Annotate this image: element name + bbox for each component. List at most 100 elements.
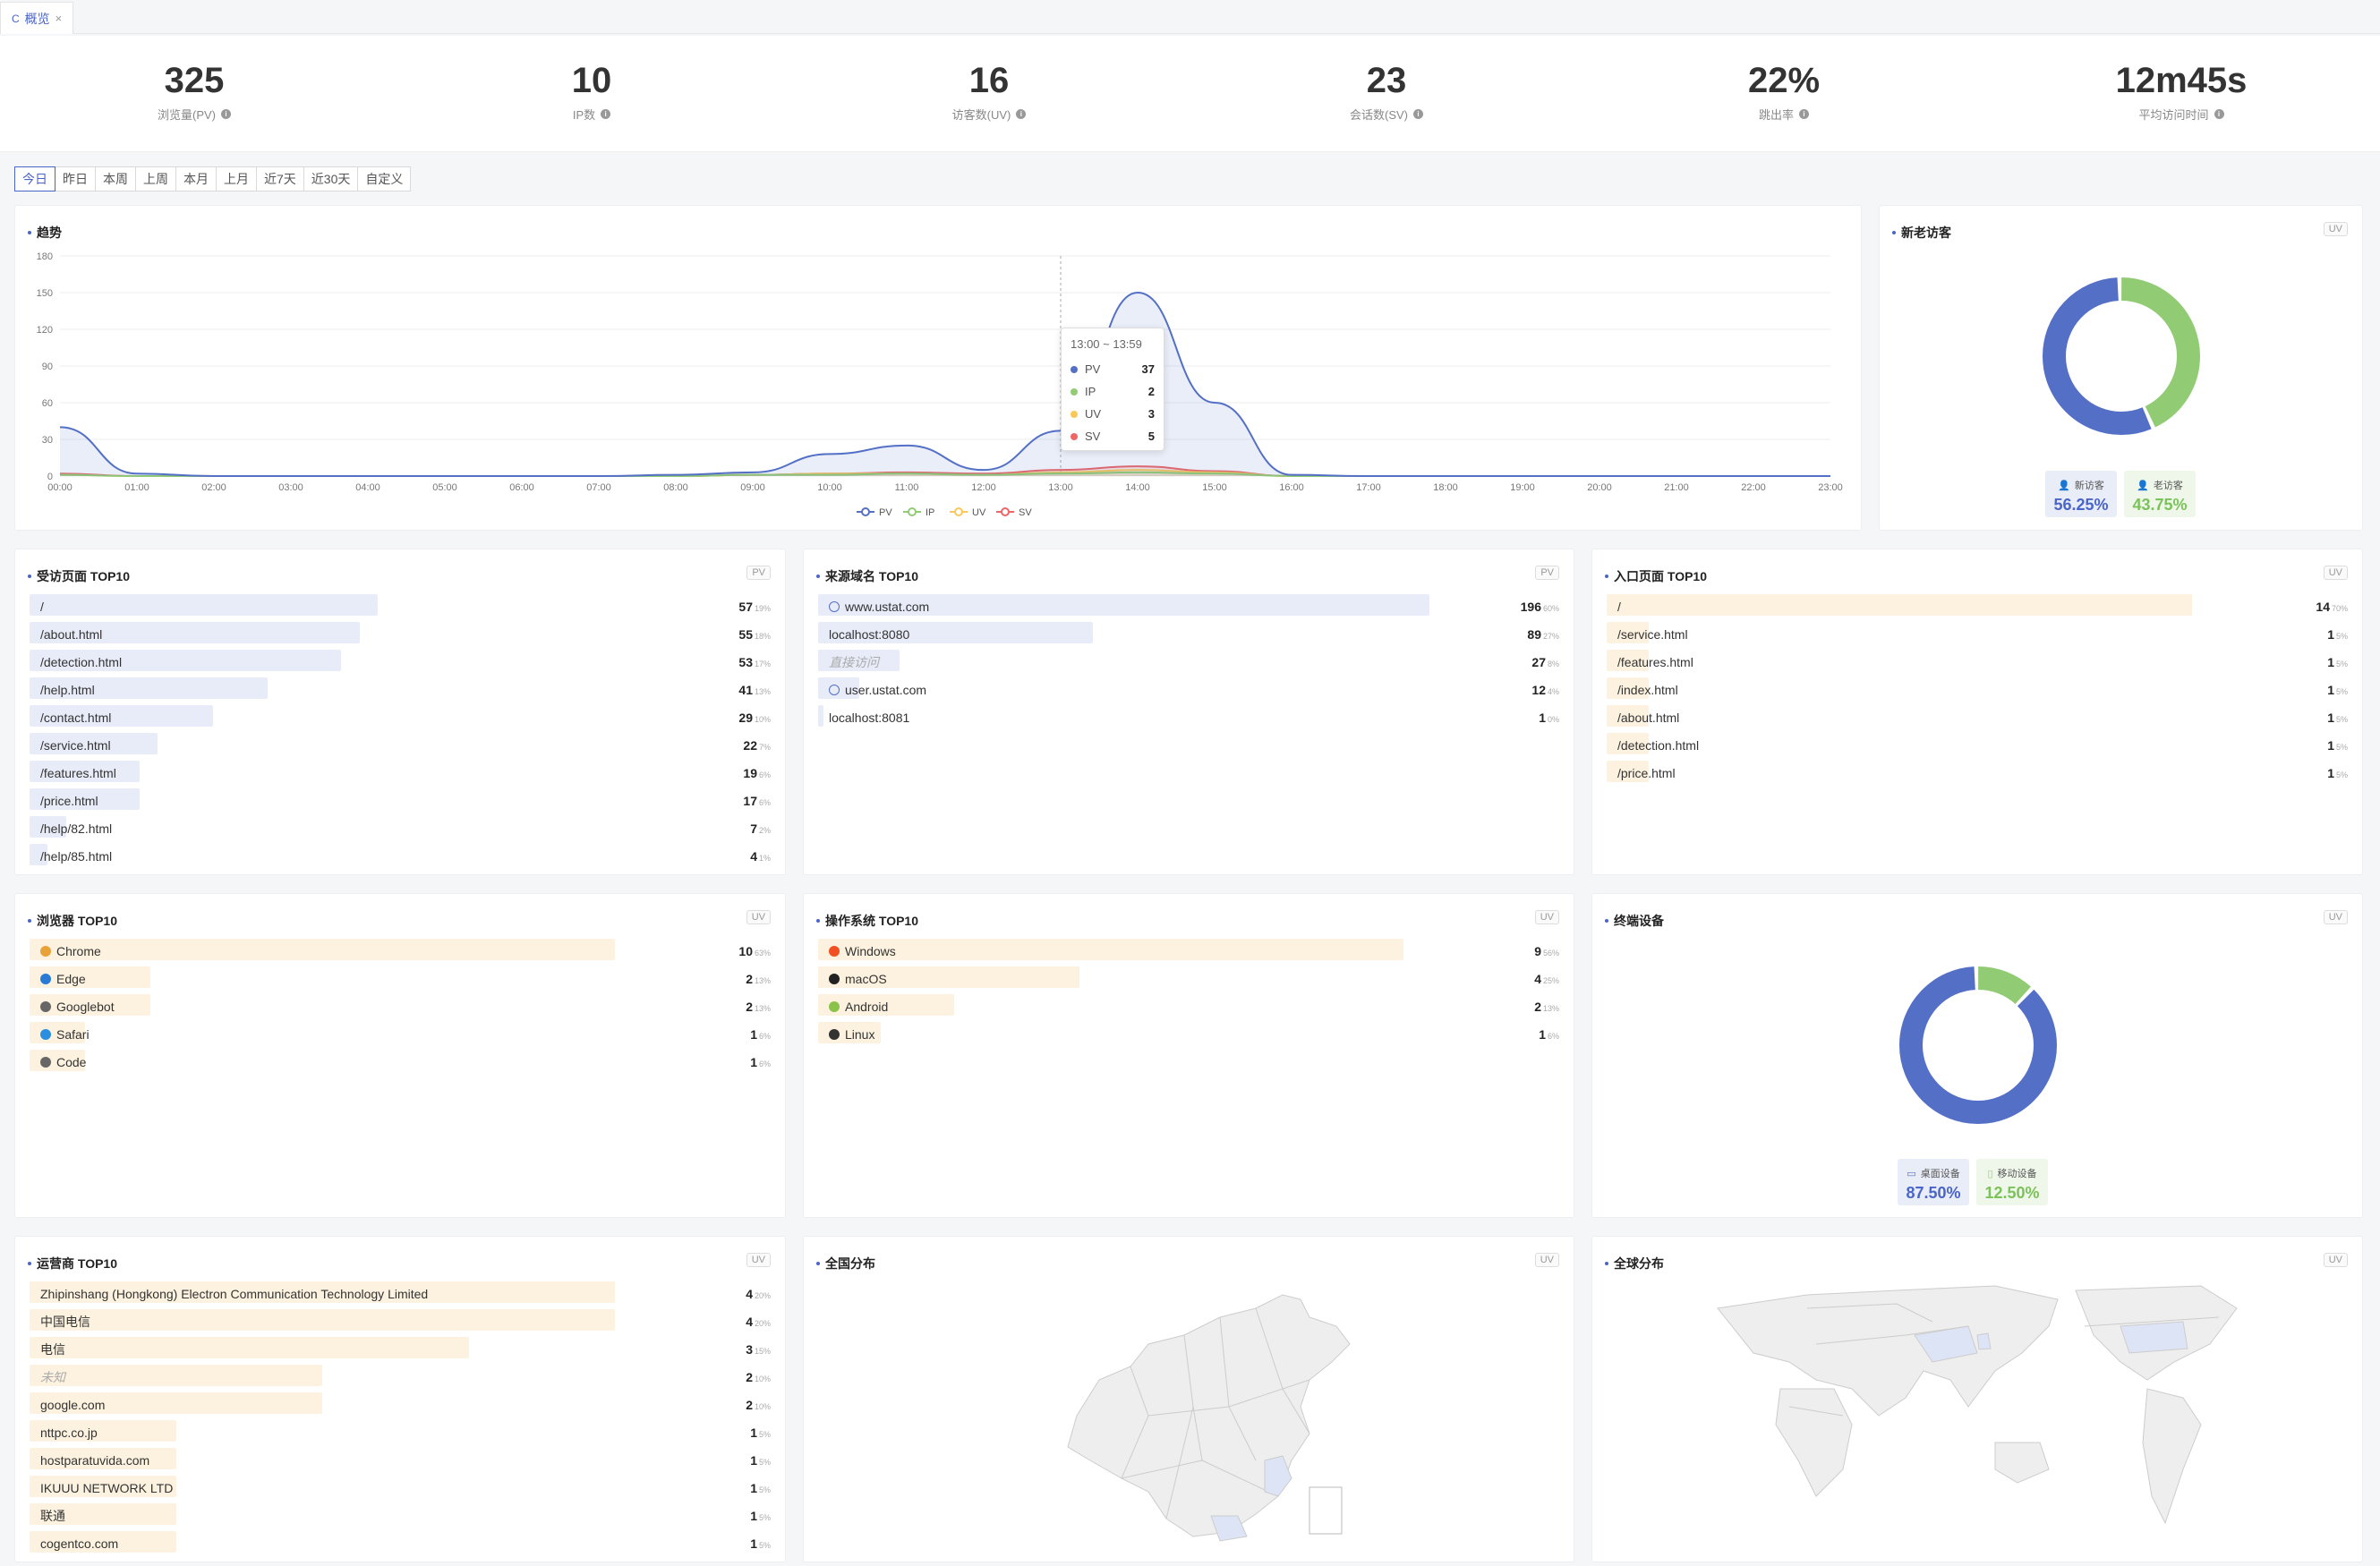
list-item[interactable]: /help.html 41 13% xyxy=(30,676,771,703)
list-item[interactable]: macOS 4 25% xyxy=(818,965,1559,992)
list-item[interactable]: /features.html 1 5% xyxy=(1607,648,2348,676)
info-icon[interactable]: i xyxy=(2214,109,2224,119)
range-last-week-button[interactable]: 上周 xyxy=(135,166,176,191)
value-bar xyxy=(30,1503,176,1525)
list-item[interactable]: Chrome 10 63% xyxy=(30,937,771,965)
row-value: 1 5% xyxy=(750,1453,771,1468)
list-item[interactable]: 电信 3 15% xyxy=(30,1335,771,1363)
x-tick-label: 09:00 xyxy=(740,482,765,493)
desktop-slice[interactable] xyxy=(1899,966,2057,1124)
list-item[interactable]: /price.html 1 5% xyxy=(1607,759,2348,787)
row-value: 22 7% xyxy=(743,738,771,753)
row-count: 53 xyxy=(738,654,753,669)
stat-uv: 16 访客数(UV) i xyxy=(855,61,1123,123)
list-item[interactable]: 联通 1 5% xyxy=(30,1502,771,1529)
tab-overview[interactable]: C 概览 × xyxy=(0,2,74,34)
value-bar xyxy=(30,1365,323,1386)
list-item[interactable]: Windows 9 56% xyxy=(818,937,1559,965)
info-icon[interactable]: i xyxy=(221,109,231,119)
list-item[interactable]: 未知 2 10% xyxy=(30,1363,771,1391)
list-item[interactable]: nttpc.co.jp 1 5% xyxy=(30,1418,771,1446)
list-item[interactable]: /price.html 17 6% xyxy=(30,787,771,814)
list-item[interactable]: Linux 1 6% xyxy=(818,1020,1559,1048)
row-percent: 6% xyxy=(758,1031,771,1041)
row-label: /detection.html xyxy=(40,655,122,669)
info-icon[interactable]: i xyxy=(1799,109,1809,119)
range-yesterday-button[interactable]: 昨日 xyxy=(55,166,96,191)
card-title: 全球分布 xyxy=(1605,1255,1664,1272)
list-item[interactable]: user.ustat.com 12 4% xyxy=(818,676,1559,703)
list-item[interactable]: Zhipinshang (Hongkong) Electron Communic… xyxy=(30,1280,771,1307)
range-last-month-button[interactable]: 上月 xyxy=(216,166,257,191)
row-percent: 17% xyxy=(754,659,771,668)
row-count: 1 xyxy=(2327,654,2334,669)
x-tick-label: 05:00 xyxy=(432,482,457,493)
list-item[interactable]: /help/85.html 4 1% xyxy=(30,842,771,870)
row-label: /features.html xyxy=(40,766,116,780)
range-this-month-button[interactable]: 本月 xyxy=(175,166,217,191)
list-item[interactable]: Googlebot 2 13% xyxy=(30,992,771,1020)
list-item[interactable]: 中国电信 4 20% xyxy=(30,1307,771,1335)
list-item[interactable]: IKUUU NETWORK LTD 1 5% xyxy=(30,1474,771,1502)
row-label-text: nttpc.co.jp xyxy=(40,1425,98,1440)
china-map[interactable] xyxy=(1014,1281,1372,1550)
list-item[interactable]: / 57 19% xyxy=(30,592,771,620)
row-label: / xyxy=(1617,600,1621,614)
close-icon[interactable]: × xyxy=(55,12,63,25)
x-tick-label: 20:00 xyxy=(1587,482,1612,493)
world-map[interactable] xyxy=(1700,1272,2273,1550)
list-item[interactable]: www.ustat.com 196 60% xyxy=(818,592,1559,620)
x-tick-label: 11:00 xyxy=(895,482,919,493)
list-item[interactable]: 直接访问 27 8% xyxy=(818,648,1559,676)
list-item[interactable]: /service.html 22 7% xyxy=(30,731,771,759)
list-item[interactable]: localhost:8081 1 0% xyxy=(818,703,1559,731)
list-item[interactable]: /detection.html 53 17% xyxy=(30,648,771,676)
list-item[interactable]: Android 2 13% xyxy=(818,992,1559,1020)
list-item[interactable]: localhost:8080 89 27% xyxy=(818,620,1559,648)
list-item[interactable]: /help/82.html 7 2% xyxy=(30,814,771,842)
value-bar xyxy=(30,1448,176,1469)
range-30days-button[interactable]: 近30天 xyxy=(303,166,359,191)
row-count: 1 xyxy=(750,1536,757,1551)
list-item[interactable]: hostparatuvida.com 1 5% xyxy=(30,1446,771,1474)
range-custom-button[interactable]: 自定义 xyxy=(357,166,412,191)
list-item[interactable]: Code 1 6% xyxy=(30,1048,771,1076)
new-visitor-slice[interactable] xyxy=(2043,277,2200,435)
list-item[interactable]: /contact.html 29 10% xyxy=(30,703,771,731)
visitor-donut-chart[interactable] xyxy=(2032,267,2211,446)
y-tick-label: 30 xyxy=(42,435,53,446)
row-count: 55 xyxy=(738,626,753,642)
range-7days-button[interactable]: 近7天 xyxy=(256,166,304,191)
info-icon[interactable]: i xyxy=(601,109,611,119)
list-item[interactable]: /service.html 1 5% xyxy=(1607,620,2348,648)
info-icon[interactable]: i xyxy=(1016,109,1027,119)
list-item[interactable]: /index.html 1 5% xyxy=(1607,676,2348,703)
old-visitor-slice[interactable] xyxy=(2043,277,2200,435)
range-this-week-button[interactable]: 本周 xyxy=(95,166,136,191)
row-value: 1 6% xyxy=(750,1027,771,1042)
list-item[interactable]: google.com 2 10% xyxy=(30,1391,771,1418)
row-percent: 8% xyxy=(1547,659,1559,668)
card-title: 终端设备 xyxy=(1605,912,1664,930)
range-today-button[interactable]: 今日 xyxy=(14,166,55,191)
pv-area xyxy=(60,293,1830,476)
metric-badge: UV xyxy=(746,1253,771,1267)
highlighted-province xyxy=(1264,1455,1292,1497)
list-item[interactable]: /features.html 19 6% xyxy=(30,759,771,787)
list-item[interactable]: / 14 70% xyxy=(1607,592,2348,620)
row-count: 2 xyxy=(746,971,753,986)
row-label-text: /index.html xyxy=(1617,682,1678,697)
list-item[interactable]: Edge 2 13% xyxy=(30,965,771,992)
list-item[interactable]: Safari 1 6% xyxy=(30,1020,771,1048)
list-item[interactable]: cogentco.com 1 5% xyxy=(30,1529,771,1557)
value-bar xyxy=(818,994,954,1016)
list-item[interactable]: /about.html 55 18% xyxy=(30,620,771,648)
series-dot xyxy=(1071,432,1078,440)
row-percent: 5% xyxy=(758,1457,771,1467)
list-item[interactable]: /about.html 1 5% xyxy=(1607,703,2348,731)
device-donut-chart[interactable] xyxy=(1889,956,2068,1135)
stat-value: 12m45s xyxy=(2115,61,2248,100)
list-item[interactable]: /detection.html 1 5% xyxy=(1607,731,2348,759)
trend-chart[interactable]: 0 30 60 90 120 150 180 00:00 01:00 02:00 03:00 04:0… xyxy=(15,206,1863,532)
info-icon[interactable]: i xyxy=(1413,109,1423,119)
